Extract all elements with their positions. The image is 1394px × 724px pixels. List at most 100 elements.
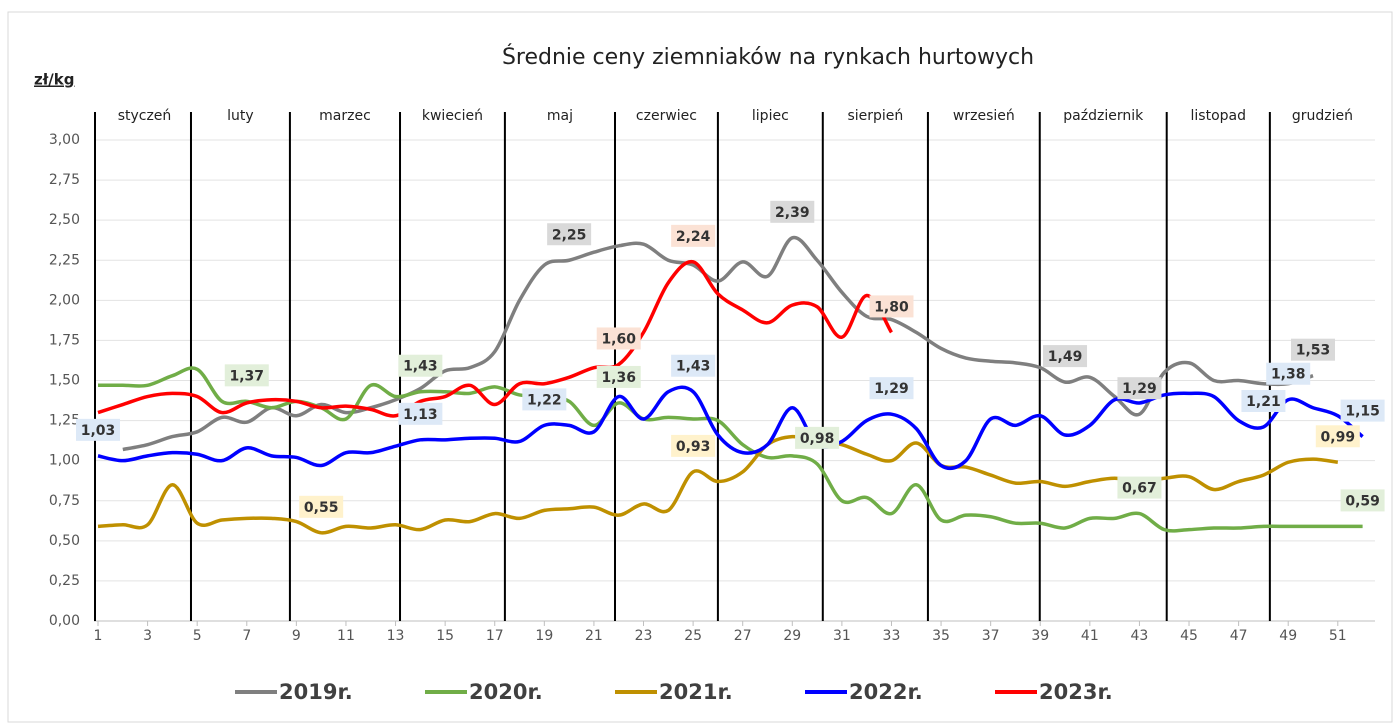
value-label-text: 1,29	[874, 381, 909, 397]
x-tick-label: 31	[833, 628, 851, 644]
y-tick-label: 0,75	[49, 493, 80, 509]
value-label: 1,36	[596, 365, 641, 388]
x-tick-label: 21	[585, 628, 603, 644]
value-label: 1,60	[596, 327, 641, 350]
x-tick-label: 5	[193, 628, 202, 644]
month-label: sierpień	[847, 108, 903, 124]
x-tick-label: 37	[982, 628, 1000, 644]
value-label: 1,03	[76, 418, 120, 441]
value-label-text: 1,37	[230, 368, 265, 384]
value-label-box	[1241, 389, 1286, 412]
y-tick-label: 2,25	[49, 252, 80, 268]
series-line	[122, 235, 1314, 452]
y-tick-label: 0,25	[49, 573, 80, 589]
value-label-text: 1,21	[1246, 394, 1281, 410]
legend-label: 2020r.	[469, 680, 543, 704]
value-label-box	[547, 223, 592, 246]
y-tick-label: 1,50	[49, 373, 80, 389]
y-axis-label: zł/kg	[34, 71, 75, 89]
value-label-text: 1,49	[1048, 349, 1083, 365]
y-tick-label: 3,00	[49, 132, 80, 148]
value-label-box	[671, 434, 716, 457]
value-label: 1,15	[1340, 399, 1385, 422]
month-label: listopad	[1191, 108, 1246, 124]
y-tick-label: 2,50	[49, 212, 80, 228]
value-label-box	[770, 200, 815, 223]
value-label: 1,37	[224, 364, 269, 387]
month-label: lipiec	[752, 108, 789, 124]
value-label-text: 0,67	[1122, 481, 1157, 497]
value-label: 1,43	[671, 354, 716, 377]
value-label-box	[76, 418, 120, 441]
value-label-text: 1,03	[81, 423, 116, 439]
value-label: 0,67	[1117, 476, 1162, 499]
y-tick-label: 1,00	[49, 453, 80, 469]
value-label-box	[1043, 345, 1088, 368]
value-label-text: 1,60	[601, 331, 636, 347]
value-label-box	[596, 365, 641, 388]
month-label: kwiecień	[422, 108, 483, 124]
value-label-text: 1,43	[403, 359, 438, 375]
x-tick-label: 35	[932, 628, 950, 644]
value-label-text: 0,98	[800, 431, 835, 447]
value-label: 2,25	[547, 223, 592, 246]
x-tick-label: 15	[436, 628, 454, 644]
value-label: 1,80	[869, 295, 914, 318]
x-tick-label: 7	[242, 628, 251, 644]
value-label-text: 1,53	[1296, 343, 1331, 359]
value-label-text: 0,99	[1321, 429, 1356, 445]
value-label-box	[795, 426, 840, 449]
value-label: 0,93	[671, 434, 716, 457]
value-label-box	[1340, 399, 1385, 422]
month-label: styczeń	[118, 108, 172, 124]
y-tick-label: 0,50	[49, 533, 80, 549]
value-label: 2,39	[770, 200, 815, 223]
value-label: 1,13	[398, 402, 443, 425]
series-line	[97, 259, 893, 418]
value-label-box	[596, 327, 641, 350]
value-label-text: 2,25	[552, 227, 587, 243]
value-label-box	[1266, 362, 1311, 385]
value-label-box	[1315, 425, 1360, 448]
x-tick-label: 9	[292, 628, 301, 644]
x-tick-label: 47	[1230, 628, 1248, 644]
y-tick-label: 2,00	[49, 292, 80, 308]
value-label-box	[1340, 489, 1385, 512]
month-label: marzec	[319, 108, 371, 124]
value-label-box	[1117, 377, 1162, 400]
value-label-box	[869, 377, 914, 400]
value-label-text: 1,80	[874, 299, 909, 315]
value-label-box	[1291, 338, 1336, 361]
value-label: 1,43	[398, 354, 443, 377]
value-label: 1,38	[1266, 362, 1311, 385]
value-label-box	[1117, 476, 1162, 499]
x-tick-label: 49	[1279, 628, 1297, 644]
x-tick-label: 43	[1131, 628, 1149, 644]
month-label: grudzień	[1292, 108, 1353, 124]
x-tick-label: 19	[535, 628, 553, 644]
x-tick-label: 29	[783, 628, 801, 644]
legend-label: 2023r.	[1039, 680, 1113, 704]
x-tick-label: 39	[1031, 628, 1049, 644]
value-label: 1,29	[1117, 377, 1162, 400]
x-tick-label: 27	[734, 628, 752, 644]
value-label: 0,99	[1315, 425, 1360, 448]
x-tick-label: 1	[94, 628, 103, 644]
value-label: 2,24	[671, 224, 716, 247]
legend-label: 2022r.	[849, 680, 923, 704]
value-label-text: 1,43	[676, 359, 711, 375]
value-label-text: 2,39	[775, 205, 810, 221]
value-label-box	[398, 402, 443, 425]
x-tick-label: 3	[143, 628, 152, 644]
y-tick-label: 1,25	[49, 413, 80, 429]
legend-label: 2021r.	[659, 680, 733, 704]
month-label: październik	[1063, 108, 1144, 124]
x-tick-label: 13	[387, 628, 405, 644]
value-label-box	[671, 224, 716, 247]
value-label-text: 1,29	[1122, 381, 1157, 397]
y-tick-label: 2,75	[49, 172, 80, 188]
month-label: wrzesień	[953, 108, 1015, 124]
value-label-text: 0,93	[676, 439, 711, 455]
value-label: 1,22	[522, 388, 567, 411]
